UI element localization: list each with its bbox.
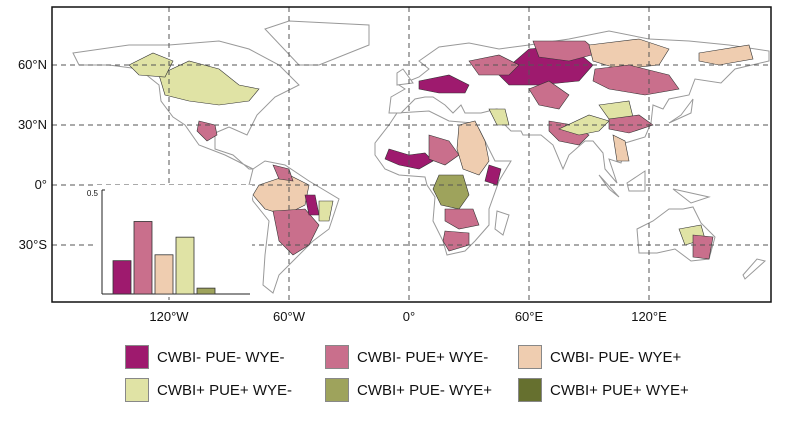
latitude-tick-label: 30°S	[18, 237, 47, 252]
legend-label: CWBI- PUE- WYE-	[157, 348, 285, 366]
legend-label: CWBI- PUE+ WYE-	[357, 348, 489, 366]
river-basin-region	[532, 40, 600, 62]
legend-item: CWBI- PUE- WYE-	[125, 345, 285, 369]
legend-swatch	[125, 378, 149, 402]
legend-label: CWBI- PUE- WYE+	[550, 348, 682, 366]
longitude-tick-label: 60°W	[273, 309, 305, 324]
map-frame	[51, 6, 772, 303]
legend-item: CWBI+ PUE+ WYE+	[518, 378, 689, 402]
inset-bar	[154, 254, 174, 295]
river-basin-region	[608, 114, 654, 134]
legend-swatch	[518, 345, 542, 369]
land-outline	[494, 210, 510, 236]
land-outline	[626, 170, 646, 192]
inset-bar	[175, 236, 195, 295]
river-basin-region	[488, 108, 510, 126]
latitude-tick-label: 30°N	[17, 117, 47, 132]
land-outline	[396, 68, 414, 86]
inset-y-tick-label: 0.5	[87, 189, 99, 198]
legend-swatch	[325, 345, 349, 369]
river-basin-region	[272, 164, 294, 182]
land-outline	[264, 20, 370, 66]
legend-swatch	[325, 378, 349, 402]
inset-bar	[112, 260, 132, 295]
river-basin-region	[318, 200, 334, 222]
latitude-tick-label: 60°N	[17, 57, 47, 72]
legend-swatch	[518, 378, 542, 402]
longitude-tick-label: 60°E	[514, 309, 544, 324]
river-basin-region	[158, 60, 260, 106]
river-basin-region	[444, 208, 480, 230]
legend-label: CWBI+ PUE+ WYE-	[157, 381, 293, 399]
river-basin-region	[698, 44, 754, 66]
inset-bar	[133, 221, 153, 295]
river-basin-region	[456, 120, 490, 176]
river-basin-region	[442, 230, 470, 252]
land-outline	[72, 40, 300, 170]
land-outline	[742, 258, 767, 280]
longitude-tick-label: 120°E	[631, 309, 667, 324]
river-basin-region	[428, 134, 460, 166]
legend-item: CWBI+ PUE+ WYE-	[125, 378, 292, 402]
land-outline	[668, 98, 694, 124]
legend-swatch	[125, 345, 149, 369]
legend-item: CWBI- PUE+ WYE-	[325, 345, 488, 369]
latitude-tick-label: 0°	[34, 177, 47, 192]
legend-label: CWBI+ PUE- WYE+	[357, 381, 493, 399]
land-outline	[672, 188, 711, 204]
river-basin-region	[592, 64, 680, 96]
longitude-tick-label: 120°W	[149, 309, 189, 324]
legend-item: CWBI+ PUE- WYE+	[325, 378, 492, 402]
inset-bar	[196, 287, 216, 295]
river-basin-region	[196, 120, 218, 142]
longitude-tick-label: 0°	[402, 309, 416, 324]
river-basin-region	[528, 80, 570, 110]
river-basin-region	[384, 148, 434, 170]
legend: CWBI- PUE- WYE- CWBI- PUE+ WYE- CWBI- PU…	[125, 345, 745, 415]
land-outline	[598, 174, 620, 198]
river-basin-region	[612, 134, 630, 162]
legend-label: CWBI+ PUE+ WYE+	[550, 381, 689, 399]
legend-item: CWBI- PUE- WYE+	[518, 345, 681, 369]
river-basin-region	[418, 74, 470, 94]
river-basin-region	[692, 234, 714, 260]
